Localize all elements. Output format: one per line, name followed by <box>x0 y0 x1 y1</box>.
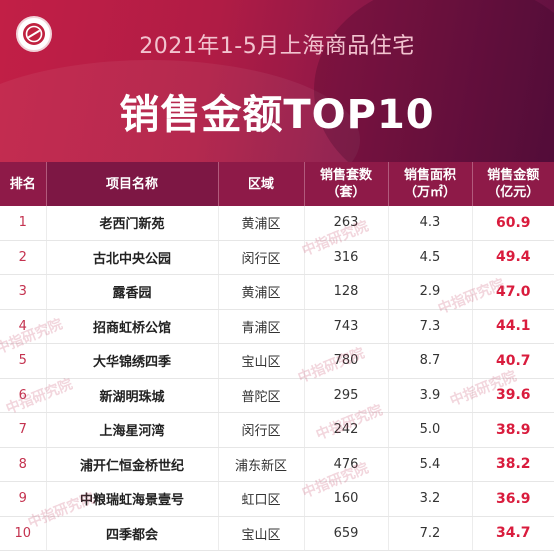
cell-amount: 39.6 <box>472 378 554 413</box>
cell-rank: 1 <box>0 206 47 241</box>
cell-rank: 7 <box>0 412 47 448</box>
cell-project-name: 古北中央公园 <box>46 240 219 275</box>
cell-area: 4.5 <box>388 240 473 275</box>
cell-amount: 60.9 <box>472 206 554 241</box>
cell-units: 659 <box>304 516 389 551</box>
cell-amount: 49.4 <box>472 240 554 275</box>
cell-project-name: 招商虹桥公馆 <box>46 309 219 344</box>
cell-rank: 9 <box>0 481 47 517</box>
cell-area: 3.9 <box>388 378 473 413</box>
cell-rank: 6 <box>0 378 47 413</box>
cell-project-name: 新湖明珠城 <box>46 378 219 413</box>
table-row: 7 上海星河湾 闵行区 242 5.0 38.9 <box>0 412 554 448</box>
page-subtitle: 2021年1-5月上海商品住宅 <box>139 34 415 59</box>
cell-units: 128 <box>304 274 389 310</box>
column-header-district: 区域 <box>218 162 305 206</box>
cell-area: 5.4 <box>388 447 473 482</box>
cell-project-name: 大华锦绣四季 <box>46 343 219 379</box>
cell-units: 263 <box>304 206 389 241</box>
cell-area: 7.2 <box>388 516 473 551</box>
cell-area: 4.3 <box>388 206 473 241</box>
table-row: 1 老西门新苑 黄浦区 263 4.3 60.9 <box>0 206 554 241</box>
header-banner: 2021年1-5月上海商品住宅 销售金额TOP10 <box>0 0 554 162</box>
column-header-area: 销售面积 （万㎡） <box>388 162 473 206</box>
cell-project-name: 露香园 <box>46 274 219 310</box>
cell-area: 8.7 <box>388 343 473 379</box>
cell-amount: 34.7 <box>472 516 554 551</box>
cell-district: 宝山区 <box>218 343 305 379</box>
cell-district: 闵行区 <box>218 412 305 448</box>
table-row: 5 大华锦绣四季 宝山区 780 8.7 40.7 <box>0 343 554 379</box>
cell-district: 黄浦区 <box>218 206 305 241</box>
cell-project-name: 四季都会 <box>46 516 219 551</box>
cell-district: 宝山区 <box>218 516 305 551</box>
cell-district: 青浦区 <box>218 309 305 344</box>
cell-district: 黄浦区 <box>218 274 305 310</box>
cell-amount: 38.9 <box>472 412 554 448</box>
cell-area: 7.3 <box>388 309 473 344</box>
cell-units: 160 <box>304 481 389 517</box>
cell-units: 743 <box>304 309 389 344</box>
table-row: 3 露香园 黄浦区 128 2.9 47.0 <box>0 274 554 310</box>
cell-units: 476 <box>304 447 389 482</box>
cell-amount: 40.7 <box>472 343 554 379</box>
cell-units: 780 <box>304 343 389 379</box>
table-row: 8 浦开仁恒金桥世纪 浦东新区 476 5.4 38.2 <box>0 447 554 482</box>
cell-district: 虹口区 <box>218 481 305 517</box>
table-row: 9 中粮瑞虹海景壹号 虹口区 160 3.2 36.9 <box>0 481 554 517</box>
cell-district: 普陀区 <box>218 378 305 413</box>
cell-area: 3.2 <box>388 481 473 517</box>
table-header-row: 排名 项目名称 区域 销售套数 （套） 销售面积 （万㎡） 销售金额 （亿元） <box>0 162 554 206</box>
ranking-table: 排名 项目名称 区域 销售套数 （套） 销售面积 （万㎡） 销售金额 （亿元） 1 老西… <box>0 162 554 551</box>
cell-district: 闵行区 <box>218 240 305 275</box>
cell-amount: 38.2 <box>472 447 554 482</box>
table-row: 10 四季都会 宝山区 659 7.2 34.7 <box>0 516 554 551</box>
cell-amount: 47.0 <box>472 274 554 310</box>
column-header-name: 项目名称 <box>46 162 219 206</box>
table-row: 2 古北中央公园 闵行区 316 4.5 49.4 <box>0 240 554 275</box>
cell-rank: 10 <box>0 516 47 551</box>
table-row: 4 招商虹桥公馆 青浦区 743 7.3 44.1 <box>0 309 554 344</box>
cell-units: 295 <box>304 378 389 413</box>
cell-rank: 5 <box>0 343 47 379</box>
cell-area: 2.9 <box>388 274 473 310</box>
cell-amount: 44.1 <box>472 309 554 344</box>
cell-project-name: 上海星河湾 <box>46 412 219 448</box>
cell-units: 242 <box>304 412 389 448</box>
table-row: 6 新湖明珠城 普陀区 295 3.9 39.6 <box>0 378 554 413</box>
cell-area: 5.0 <box>388 412 473 448</box>
cell-rank: 3 <box>0 274 47 310</box>
cell-units: 316 <box>304 240 389 275</box>
cell-rank: 2 <box>0 240 47 275</box>
column-header-units: 销售套数 （套） <box>304 162 389 206</box>
cell-rank: 8 <box>0 447 47 482</box>
cell-project-name: 中粮瑞虹海景壹号 <box>46 481 219 517</box>
cell-district: 浦东新区 <box>218 447 305 482</box>
institute-seal-icon <box>16 16 52 52</box>
cell-project-name: 浦开仁恒金桥世纪 <box>46 447 219 482</box>
column-header-rank: 排名 <box>0 162 47 206</box>
cell-project-name: 老西门新苑 <box>46 206 219 241</box>
cell-amount: 36.9 <box>472 481 554 517</box>
page-title: 销售金额TOP10 <box>119 92 435 138</box>
cell-rank: 4 <box>0 309 47 344</box>
column-header-amount: 销售金额 （亿元） <box>472 162 554 206</box>
